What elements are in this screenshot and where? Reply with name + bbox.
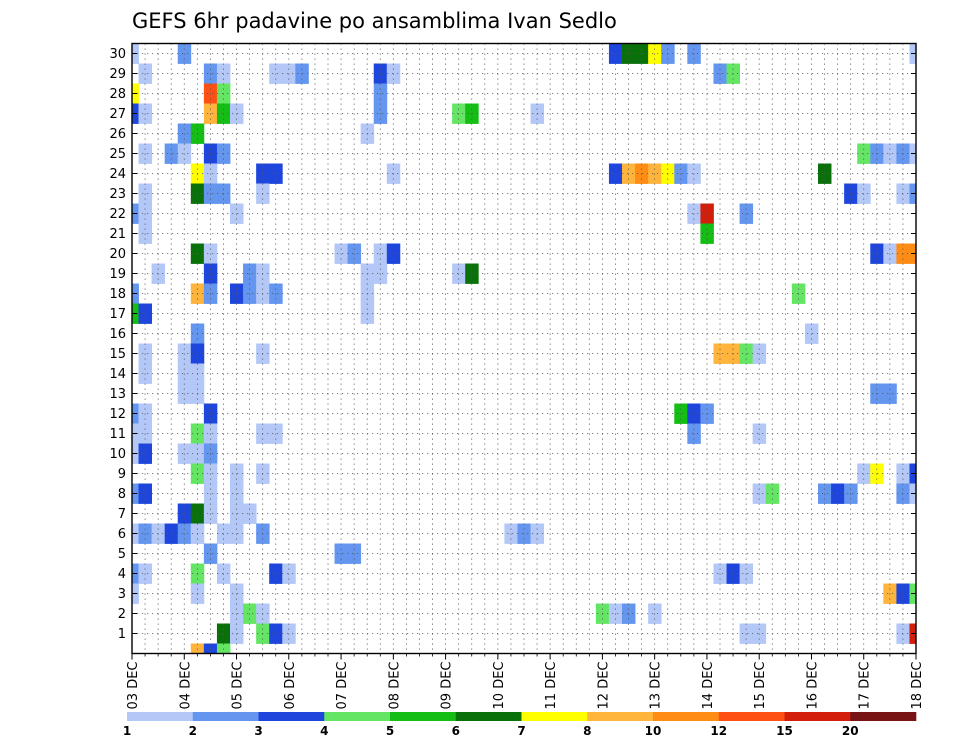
y-tick-label: 20 xyxy=(109,247,126,262)
colorbar-label: 1 xyxy=(123,724,131,738)
y-tick-label: 19 xyxy=(109,267,126,282)
x-tick-label: 16 DEC xyxy=(805,662,820,710)
y-tick-label: 1 xyxy=(118,627,126,642)
colorbar-segment xyxy=(258,712,325,721)
y-tick-label: 22 xyxy=(109,207,126,222)
x-tick-label: 04 DEC xyxy=(178,662,193,710)
y-tick-label: 24 xyxy=(109,167,126,182)
colorbar-segment xyxy=(784,712,851,721)
y-tick-label: 28 xyxy=(109,87,126,102)
colorbar-label: 20 xyxy=(842,724,859,738)
y-tick-label: 13 xyxy=(109,387,126,402)
colorbar: 1 2 3 4 5 6 7 8 10 12 15 20 xyxy=(123,712,917,738)
y-tick-label: 12 xyxy=(109,407,126,422)
colorbar-segment xyxy=(324,712,391,721)
x-tick-label: 05 DEC xyxy=(231,662,246,710)
colorbar-label: 3 xyxy=(254,724,262,738)
colorbar-segment xyxy=(718,712,785,721)
y-tick-label: 2 xyxy=(118,607,126,622)
colorbar-label: 10 xyxy=(645,724,662,738)
x-tick-label: 13 DEC xyxy=(649,662,664,710)
colorbar-segment xyxy=(390,712,457,721)
chart-title: GEFS 6hr padavine po ansamblima Ivan Sed… xyxy=(132,9,617,33)
y-tick-label: 7 xyxy=(118,507,126,522)
x-tick-label: 10 DEC xyxy=(492,662,507,710)
y-tick-label: 8 xyxy=(118,487,126,502)
y-tick-label: 5 xyxy=(118,547,126,562)
colorbar-label: 8 xyxy=(583,724,591,738)
colorbar-label: 6 xyxy=(452,724,460,738)
y-tick-label: 9 xyxy=(118,467,126,482)
y-tick-label: 29 xyxy=(109,67,126,82)
y-tick-label: 27 xyxy=(109,107,126,122)
x-tick-label: 08 DEC xyxy=(387,662,402,710)
colorbar-label: 7 xyxy=(517,724,525,738)
colorbar-segment xyxy=(587,712,654,721)
y-axis: 1234567891011121314151617181920212223242… xyxy=(109,47,916,642)
colorbar-segment xyxy=(455,712,522,721)
x-tick-label: 07 DEC xyxy=(335,662,350,710)
y-tick-label: 23 xyxy=(109,187,126,202)
colorbar-segment xyxy=(127,712,194,721)
colorbar-label: 5 xyxy=(386,724,394,738)
x-tick-label: 11 DEC xyxy=(544,662,559,710)
y-tick-label: 4 xyxy=(118,567,126,582)
y-tick-label: 16 xyxy=(109,327,126,342)
x-tick-label: 06 DEC xyxy=(283,662,298,710)
y-tick-label: 10 xyxy=(109,447,126,462)
y-tick-label: 17 xyxy=(109,307,126,322)
x-axis: 03 DEC 04 DEC 05 DEC 06 DEC 07 DEC 08 DEC 09 D… xyxy=(126,653,925,710)
x-tick-label: 12 DEC xyxy=(596,662,611,710)
y-tick-label: 11 xyxy=(109,427,126,442)
colorbar-label: 4 xyxy=(320,724,328,738)
colorbar-label: 15 xyxy=(776,724,793,738)
y-tick-label: 15 xyxy=(109,347,126,362)
x-tick-label: 14 DEC xyxy=(701,662,716,710)
grid-lines xyxy=(132,43,916,654)
y-tick-label: 25 xyxy=(109,147,126,162)
colorbar-segment xyxy=(653,712,720,721)
y-tick-label: 3 xyxy=(118,587,126,602)
x-tick-label: 17 DEC xyxy=(858,662,873,710)
y-tick-label: 14 xyxy=(109,367,126,382)
y-tick-label: 21 xyxy=(109,227,126,242)
x-tick-label: 03 DEC xyxy=(126,662,141,710)
colorbar-segment xyxy=(192,712,259,721)
colorbar-label: 2 xyxy=(189,724,197,738)
x-tick-label: 09 DEC xyxy=(440,662,455,710)
x-tick-label: 15 DEC xyxy=(753,662,768,710)
colorbar-label: 12 xyxy=(710,724,727,738)
y-tick-label: 6 xyxy=(118,527,126,542)
y-tick-label: 26 xyxy=(109,127,126,142)
colorbar-segment xyxy=(850,712,917,721)
y-tick-label: 18 xyxy=(109,287,126,302)
x-tick-label: 18 DEC xyxy=(910,662,925,710)
y-tick-label: 30 xyxy=(109,47,126,62)
colorbar-segment xyxy=(521,712,588,721)
